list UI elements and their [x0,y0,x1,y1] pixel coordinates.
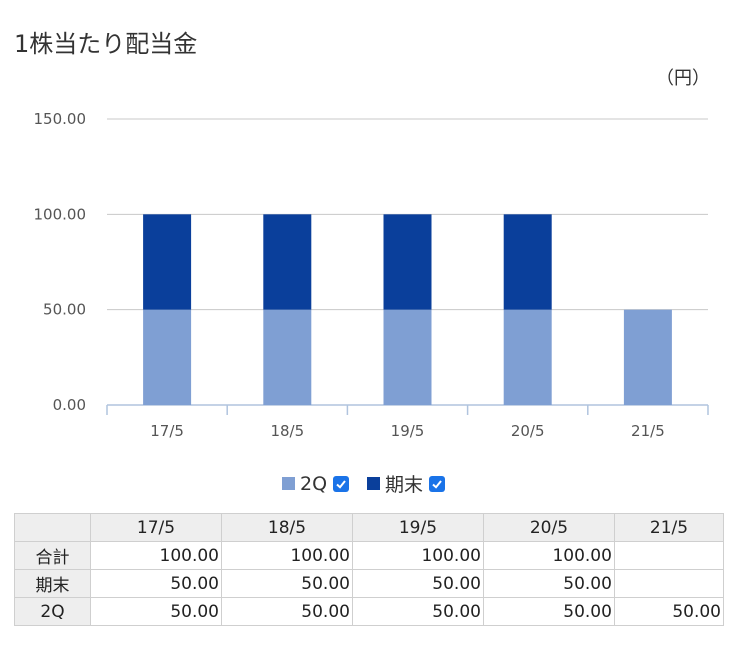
bar-2q [383,309,432,405]
y-tick-label: 50.00 [43,301,86,319]
table-row: 期末 50.00 50.00 50.00 50.00 [14,569,725,598]
table-cell: 50.00 [90,569,222,598]
table-cell: 100.00 [90,541,222,570]
legend-swatch-kimatsu [367,477,381,490]
checkbox-checked-icon[interactable] [429,475,446,492]
table-row-label: 合計 [14,541,91,570]
dividend-data-table: 17/5 18/5 19/5 20/5 21/5 合計 100.00 100.0… [14,513,725,626]
legend-swatch-2q [282,477,295,490]
table-cell: 50.00 [482,597,615,626]
x-tick-label: 21/5 [631,422,665,440]
table-cell: 100.00 [351,541,484,570]
table-row: 2Q 50.00 50.00 50.00 50.00 50.00 [14,597,725,626]
bar-kimatsu [503,214,552,310]
table-cell: 50.00 [613,597,725,626]
table-header-row: 17/5 18/5 19/5 20/5 21/5 [14,513,725,542]
page-title: 1株当たり配当金 [14,30,198,58]
bar-kimatsu [383,214,432,310]
y-tick-label: 0.00 [53,396,86,414]
table-corner-cell [14,513,91,542]
table-column-header: 17/5 [90,513,222,542]
bar-2q [503,309,552,405]
table-cell: 50.00 [220,569,353,598]
y-tick-label: 100.00 [34,205,87,223]
unit-label: （円） [656,68,710,89]
y-tick-label: 150.00 [34,110,87,128]
table-cell [613,569,725,598]
checkbox-checked-icon[interactable] [333,475,350,492]
chart-legend: 2Q 期末 [282,470,463,497]
table-column-header: 19/5 [351,513,484,542]
x-tick-label: 20/5 [511,422,545,440]
bar-kimatsu [263,214,312,310]
legend-label-kimatsu: 期末 [385,474,424,496]
bar-2q [143,309,192,405]
bar-kimatsu [143,214,192,310]
x-tick-label: 17/5 [150,422,184,440]
legend-label-2q: 2Q [300,472,328,495]
table-cell: 50.00 [351,597,484,626]
table-cell: 100.00 [482,541,615,570]
table-column-header: 18/5 [220,513,353,542]
table-column-header: 20/5 [482,513,615,542]
x-tick-label: 18/5 [270,422,304,440]
table-cell: 50.00 [482,569,615,598]
x-tick-label: 19/5 [391,422,425,440]
legend-item-2q[interactable]: 2Q [282,472,350,495]
bar-2q [263,309,312,405]
table-cell [613,541,725,570]
table-column-header: 21/5 [613,513,725,542]
table-cell: 50.00 [90,597,222,626]
table-row: 合計 100.00 100.00 100.00 100.00 [14,541,725,570]
table-cell: 50.00 [220,597,353,626]
table-row-label: 2Q [14,597,91,626]
dividend-bar-chart: 0.00 50.00 100.00 150.00 17/5 18/5 19/5 20/5 21/… [34,110,709,440]
bar-2q [623,309,672,405]
table-cell: 100.00 [220,541,353,570]
legend-item-kimatsu[interactable]: 期末 [367,470,446,497]
table-cell: 50.00 [351,569,484,598]
table-row-label: 期末 [14,569,91,598]
